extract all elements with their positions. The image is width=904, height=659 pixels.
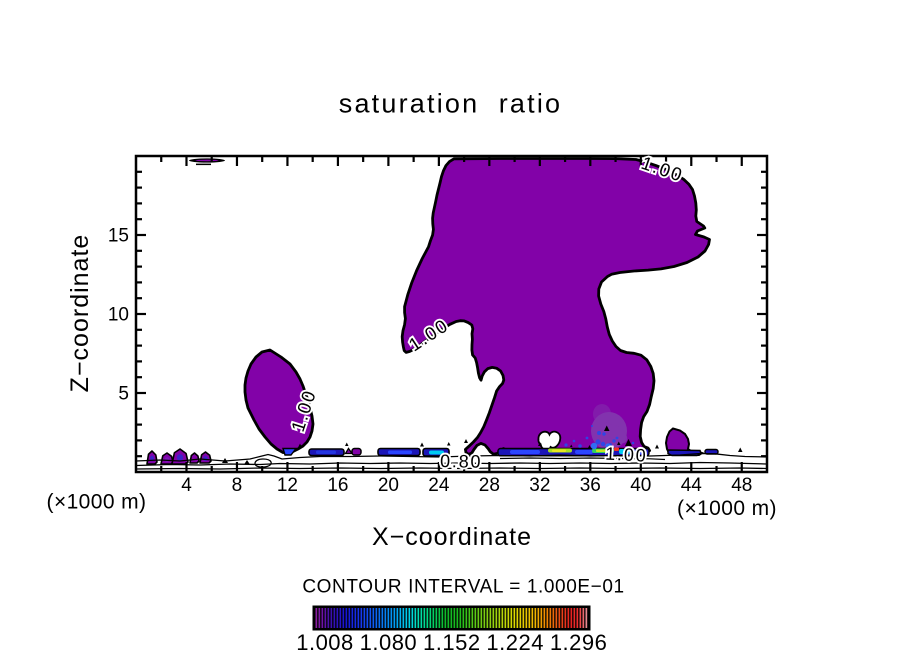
svg-text:36: 36	[580, 475, 601, 496]
svg-text:1.152: 1.152	[423, 630, 481, 654]
svg-text:(×1000 m): (×1000 m)	[677, 497, 777, 520]
svg-text:48: 48	[731, 475, 752, 496]
svg-text:X−coordinate: X−coordinate	[372, 523, 532, 551]
svg-text:16: 16	[327, 475, 348, 496]
svg-text:1.296: 1.296	[550, 630, 608, 654]
svg-text:32: 32	[529, 475, 550, 496]
svg-text:40: 40	[630, 475, 651, 496]
svg-text:Z−coordinate: Z−coordinate	[66, 234, 94, 393]
svg-text:12: 12	[277, 475, 298, 496]
svg-text:28: 28	[479, 475, 500, 496]
svg-text:1.080: 1.080	[360, 630, 418, 654]
svg-text:44: 44	[681, 475, 703, 496]
svg-text:5: 5	[118, 384, 129, 405]
svg-text:saturation ratio: saturation ratio	[339, 89, 563, 119]
svg-text:1.00: 1.00	[605, 444, 648, 466]
svg-text:10: 10	[108, 305, 129, 326]
svg-text:0.80: 0.80	[440, 451, 483, 472]
svg-text:CONTOUR INTERVAL = 1.000E−01: CONTOUR INTERVAL = 1.000E−01	[302, 577, 624, 598]
svg-text:24: 24	[428, 475, 450, 496]
svg-text:1.008: 1.008	[296, 630, 354, 654]
svg-text:4: 4	[181, 475, 192, 496]
svg-text:(×1000 m): (×1000 m)	[47, 491, 147, 514]
svg-text:1.224: 1.224	[486, 630, 544, 654]
svg-text:15: 15	[108, 226, 129, 247]
svg-text:20: 20	[378, 475, 399, 496]
svg-text:8: 8	[232, 475, 243, 496]
